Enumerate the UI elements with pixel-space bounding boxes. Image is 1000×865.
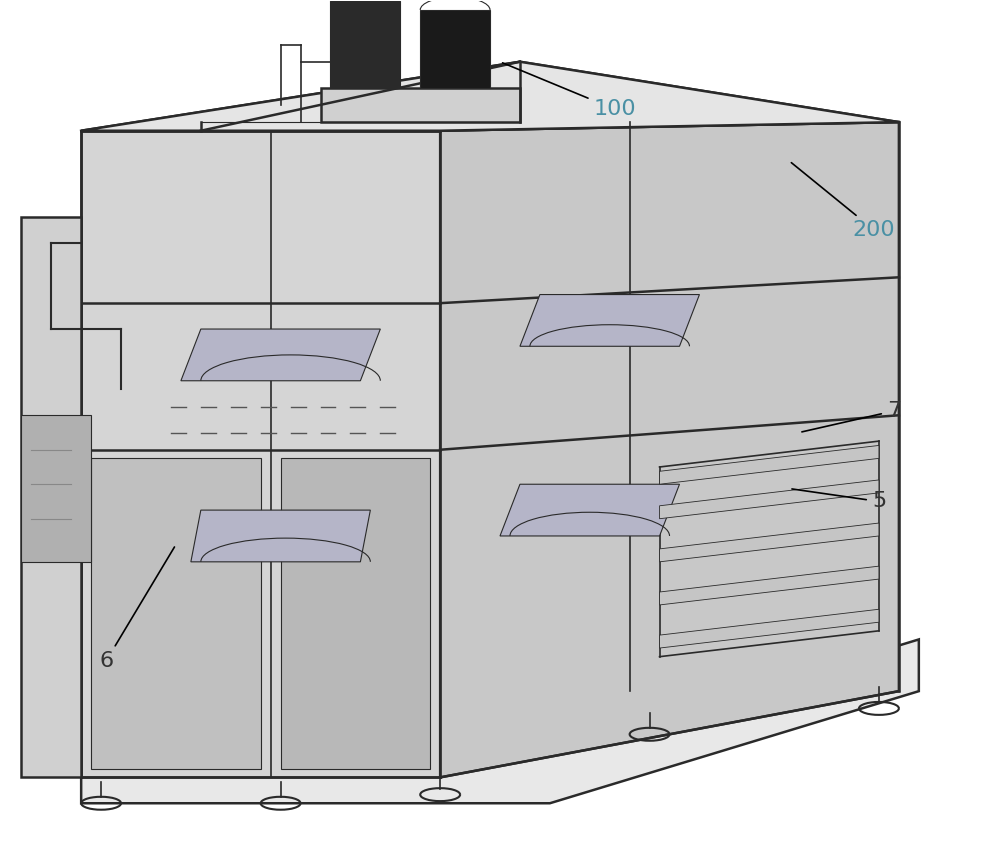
Polygon shape [81, 131, 440, 778]
Text: 6: 6 [99, 547, 174, 671]
Polygon shape [91, 458, 261, 769]
Polygon shape [420, 10, 490, 87]
Polygon shape [281, 458, 430, 769]
Text: 200: 200 [791, 163, 895, 240]
Polygon shape [81, 61, 899, 131]
Polygon shape [660, 480, 879, 519]
Polygon shape [21, 415, 91, 562]
Polygon shape [660, 445, 879, 484]
Text: 5: 5 [792, 489, 886, 511]
Polygon shape [320, 87, 520, 122]
Polygon shape [520, 295, 699, 346]
Text: 7: 7 [802, 401, 901, 432]
Polygon shape [440, 122, 899, 778]
Polygon shape [660, 523, 879, 562]
Polygon shape [181, 329, 380, 381]
Polygon shape [330, 2, 400, 87]
Polygon shape [21, 217, 81, 778]
Polygon shape [660, 567, 879, 605]
Polygon shape [500, 484, 680, 536]
Polygon shape [191, 510, 370, 562]
Polygon shape [660, 609, 879, 648]
Text: 100: 100 [503, 63, 636, 119]
Polygon shape [81, 639, 919, 804]
